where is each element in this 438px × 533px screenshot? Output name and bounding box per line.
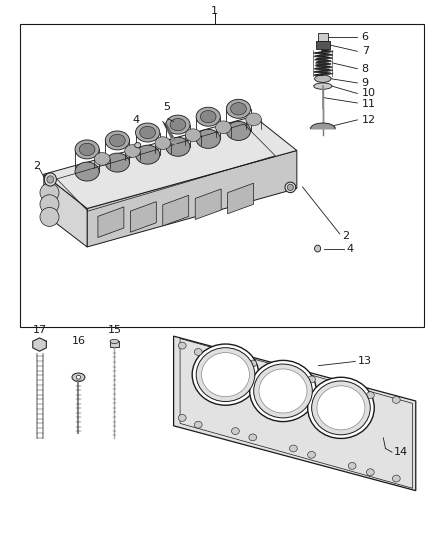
Polygon shape <box>44 174 87 247</box>
Ellipse shape <box>178 342 186 349</box>
Ellipse shape <box>290 369 297 376</box>
Ellipse shape <box>307 377 374 439</box>
Ellipse shape <box>166 138 190 156</box>
Ellipse shape <box>254 364 312 418</box>
Text: 17: 17 <box>32 325 46 335</box>
Ellipse shape <box>72 373 85 382</box>
Text: 15: 15 <box>107 325 121 335</box>
Bar <box>20 24 424 327</box>
Ellipse shape <box>76 375 81 379</box>
Ellipse shape <box>314 245 321 252</box>
Ellipse shape <box>307 376 315 383</box>
Ellipse shape <box>226 99 251 118</box>
Text: 4: 4 <box>132 115 140 125</box>
Ellipse shape <box>249 360 257 367</box>
Ellipse shape <box>194 421 202 428</box>
Text: 3: 3 <box>86 144 93 155</box>
Ellipse shape <box>317 386 365 430</box>
Polygon shape <box>163 195 189 226</box>
Ellipse shape <box>75 162 99 181</box>
Ellipse shape <box>196 107 220 126</box>
Text: 6: 6 <box>362 32 369 42</box>
Ellipse shape <box>348 385 356 392</box>
Ellipse shape <box>285 182 296 192</box>
Ellipse shape <box>135 145 160 164</box>
Ellipse shape <box>155 137 170 149</box>
Ellipse shape <box>110 340 119 343</box>
Ellipse shape <box>134 142 141 148</box>
Ellipse shape <box>215 121 231 134</box>
Ellipse shape <box>226 122 251 140</box>
Ellipse shape <box>314 75 331 83</box>
Ellipse shape <box>40 183 59 202</box>
Ellipse shape <box>348 463 356 469</box>
Ellipse shape <box>250 360 316 422</box>
Ellipse shape <box>166 115 190 134</box>
Text: 13: 13 <box>357 357 371 367</box>
Text: 9: 9 <box>362 78 369 88</box>
Polygon shape <box>228 183 254 214</box>
Ellipse shape <box>367 469 374 475</box>
Bar <box>316 41 330 49</box>
Ellipse shape <box>192 344 259 405</box>
Text: 16: 16 <box>71 336 85 345</box>
Ellipse shape <box>40 207 59 227</box>
Ellipse shape <box>47 176 54 183</box>
Polygon shape <box>195 189 221 220</box>
Polygon shape <box>44 116 297 208</box>
Ellipse shape <box>170 118 186 131</box>
Text: 4: 4 <box>346 244 354 254</box>
Polygon shape <box>311 124 335 128</box>
Ellipse shape <box>105 153 130 172</box>
Ellipse shape <box>367 392 374 399</box>
Text: 10: 10 <box>362 88 376 99</box>
Ellipse shape <box>314 83 332 90</box>
Text: 2: 2 <box>33 161 40 171</box>
Ellipse shape <box>201 353 250 397</box>
Ellipse shape <box>392 475 400 482</box>
Polygon shape <box>173 336 416 491</box>
Ellipse shape <box>230 103 246 115</box>
Ellipse shape <box>249 434 257 441</box>
Ellipse shape <box>44 173 57 186</box>
Text: 5: 5 <box>163 102 170 112</box>
Ellipse shape <box>135 123 160 142</box>
Ellipse shape <box>200 110 216 123</box>
Text: 1: 1 <box>211 6 218 15</box>
Ellipse shape <box>196 130 220 148</box>
Text: 14: 14 <box>394 447 408 457</box>
Polygon shape <box>98 207 124 238</box>
Polygon shape <box>87 150 297 247</box>
Text: 11: 11 <box>362 99 376 109</box>
Ellipse shape <box>185 129 201 141</box>
Ellipse shape <box>307 451 315 458</box>
Ellipse shape <box>194 349 202 356</box>
Ellipse shape <box>178 415 186 421</box>
Ellipse shape <box>246 113 261 126</box>
Ellipse shape <box>232 427 239 434</box>
Ellipse shape <box>312 381 370 435</box>
Ellipse shape <box>110 134 125 147</box>
Ellipse shape <box>287 184 293 191</box>
Ellipse shape <box>392 397 400 403</box>
Bar <box>318 34 328 41</box>
Polygon shape <box>131 201 156 232</box>
Polygon shape <box>33 338 46 351</box>
Ellipse shape <box>105 131 130 150</box>
Ellipse shape <box>140 126 155 139</box>
Ellipse shape <box>259 369 307 413</box>
Text: 2: 2 <box>342 231 350 241</box>
Ellipse shape <box>75 140 99 159</box>
Ellipse shape <box>196 348 255 401</box>
Ellipse shape <box>125 144 140 157</box>
Text: 7: 7 <box>362 46 369 56</box>
Text: 12: 12 <box>362 115 376 125</box>
Ellipse shape <box>40 195 59 214</box>
Ellipse shape <box>232 354 239 361</box>
Ellipse shape <box>79 143 95 156</box>
Ellipse shape <box>290 445 297 452</box>
Ellipse shape <box>95 152 110 165</box>
Bar <box>110 342 119 346</box>
Text: 8: 8 <box>362 64 369 74</box>
